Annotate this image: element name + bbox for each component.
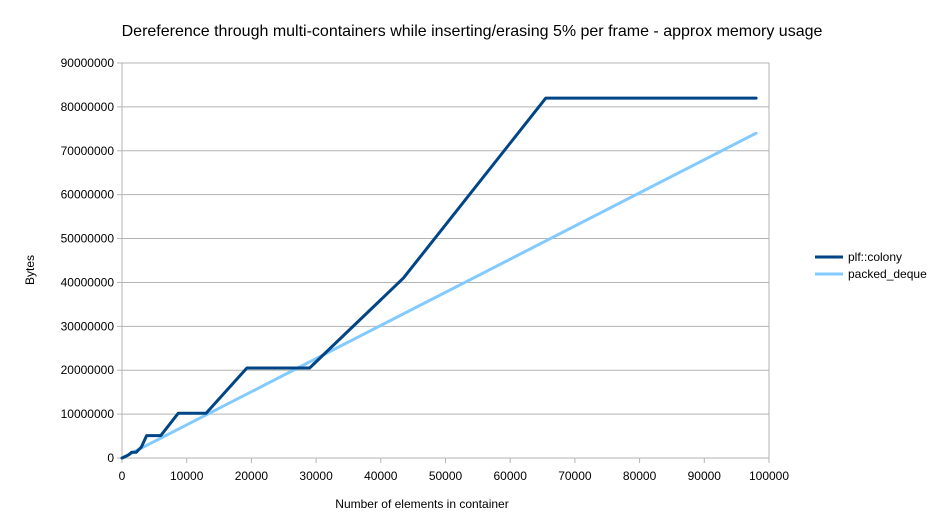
y-tick-label: 70000000	[61, 144, 115, 158]
x-tick-label: 0	[119, 469, 126, 483]
chart-title: Dereference through multi-containers whi…	[122, 23, 823, 40]
x-tick-label: 100000	[749, 469, 789, 483]
y-tick-label: 90000000	[61, 56, 115, 70]
x-tick-label: 40000	[364, 469, 398, 483]
y-tick-label: 20000000	[61, 363, 115, 377]
x-axis-ticks: 0 10000 20000 30000 40000 50000 60000 70000 8000…	[119, 458, 789, 483]
legend-label: plf::colony	[848, 250, 902, 264]
y-axis-label: Bytes	[23, 255, 37, 285]
series-line-plf-colony	[120, 96, 758, 460]
x-axis-label: Number of elements in container	[335, 497, 508, 511]
series-lines	[120, 96, 758, 460]
legend-label: packed_deque	[848, 267, 927, 281]
y-tick-label: 10000000	[61, 407, 115, 421]
x-tick-label: 30000	[299, 469, 333, 483]
series-line-packed-deque	[120, 131, 758, 460]
x-tick-label: 60000	[494, 469, 528, 483]
y-tick-label: 30000000	[61, 319, 115, 333]
x-tick-label: 80000	[623, 469, 657, 483]
y-tick-label: 40000000	[61, 275, 115, 289]
x-tick-label: 70000	[558, 469, 592, 483]
x-tick-label: 50000	[429, 469, 463, 483]
x-tick-label: 20000	[235, 469, 269, 483]
y-tick-label: 50000000	[61, 232, 115, 246]
y-tick-label: 60000000	[61, 188, 115, 202]
y-tick-label: 80000000	[61, 100, 115, 114]
y-tick-label: 0	[107, 451, 114, 465]
x-tick-label: 10000	[170, 469, 204, 483]
y-axis-ticks: 0 10000000 20000000 30000000 40000000 5000000…	[61, 56, 122, 465]
x-tick-label: 90000	[688, 469, 722, 483]
